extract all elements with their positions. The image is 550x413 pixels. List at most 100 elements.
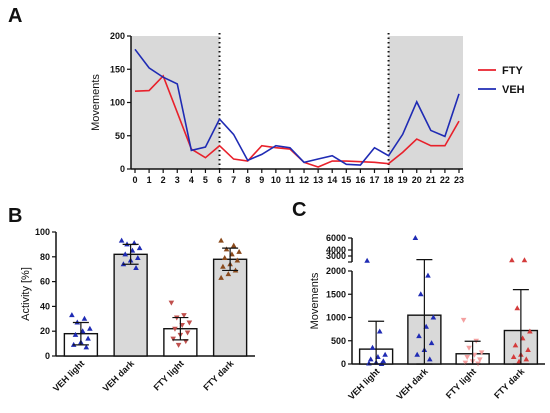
- data-point: [376, 328, 383, 334]
- category-label: VEH light: [346, 366, 381, 401]
- data-point: [369, 344, 376, 350]
- data-point: [416, 333, 422, 339]
- data-point: [464, 355, 471, 361]
- bar-veh-dark: [113, 253, 148, 357]
- x-tick-label: 15: [341, 175, 351, 185]
- panel-b-bar-chart: 0 20 40 60 80 100 Activity [%] VEH light VEH dar…: [20, 227, 255, 394]
- x-tick-label: 12: [299, 175, 309, 185]
- x-tick-label: 13: [313, 175, 323, 185]
- legend-label-veh: VEH: [502, 84, 525, 96]
- data-point: [181, 313, 187, 319]
- shaded-region: [131, 36, 220, 169]
- category-label: FTY dark: [201, 358, 236, 393]
- data-point: [135, 255, 141, 261]
- data-point: [81, 315, 88, 321]
- y-tick-label: 1500: [326, 289, 346, 299]
- data-point: [122, 251, 129, 257]
- x-tick-label: 19: [398, 175, 408, 185]
- data-point: [136, 245, 143, 251]
- x-tick-label: 22: [440, 175, 450, 185]
- data-point: [168, 300, 175, 306]
- data-point: [87, 325, 93, 331]
- x-tick-label: 18: [384, 175, 394, 185]
- data-point: [236, 248, 242, 254]
- x-tick-label: 14: [327, 175, 337, 185]
- data-point: [514, 305, 521, 311]
- data-point: [425, 272, 431, 278]
- data-point: [118, 237, 125, 243]
- data-point: [417, 291, 424, 297]
- y-tick-label: 0: [45, 351, 50, 361]
- data-point: [509, 257, 515, 263]
- data-point: [85, 335, 91, 341]
- y-tick-label: 40: [40, 301, 50, 311]
- data-point: [223, 246, 230, 252]
- y-tick-label: 100: [110, 98, 125, 108]
- x-tick-label: 1: [147, 175, 152, 185]
- y-tick-label: 1000: [326, 313, 346, 323]
- panel-letter-a: A: [8, 5, 22, 27]
- y-tick-label: 2000: [326, 266, 346, 276]
- data-point: [186, 320, 193, 326]
- data-point: [221, 255, 228, 261]
- y-tick-label: 6000: [326, 233, 346, 243]
- x-tick-label: 0: [132, 175, 137, 185]
- y-tick-label: 200: [110, 31, 125, 41]
- y-tick-label: 20: [40, 326, 50, 336]
- data-point: [218, 237, 224, 243]
- data-point: [218, 274, 224, 280]
- y-axis-title: Movements: [90, 74, 102, 131]
- bar-fty-dark: [212, 258, 248, 357]
- category-label: VEH light: [51, 358, 86, 393]
- data-point: [184, 330, 191, 336]
- data-point: [364, 257, 370, 263]
- x-tick-label: 6: [217, 175, 222, 185]
- data-point: [510, 354, 517, 360]
- data-point: [525, 347, 531, 353]
- data-point: [426, 356, 433, 362]
- data-point: [69, 312, 75, 318]
- x-tick-label: 7: [231, 175, 236, 185]
- x-tick-label: 23: [454, 175, 464, 185]
- panel-letter-c: C: [292, 199, 306, 221]
- y-axis-title: Movements: [309, 272, 321, 329]
- y-tick-label: 3000: [326, 251, 346, 261]
- x-tick-label: 17: [369, 175, 379, 185]
- x-tick-label: 8: [245, 175, 250, 185]
- panel-letter-b: B: [8, 205, 22, 227]
- category-label: FTY light: [152, 358, 186, 392]
- data-point: [428, 340, 435, 346]
- data-point: [367, 356, 374, 362]
- series-line-veh: [134, 48, 460, 166]
- data-point: [412, 235, 419, 240]
- x-tick-label: 10: [271, 175, 281, 185]
- data-point: [382, 351, 388, 357]
- y-tick-label: 50: [115, 131, 125, 141]
- category-label: VEH dark: [394, 366, 430, 402]
- data-point: [133, 264, 139, 270]
- data-point: [225, 271, 232, 277]
- data-point: [220, 263, 226, 269]
- y-axis-title: Activity [%]: [20, 267, 32, 321]
- x-tick-label: 4: [189, 175, 194, 185]
- data-point: [430, 314, 437, 320]
- data-point: [175, 342, 182, 348]
- category-label: VEH dark: [101, 358, 137, 394]
- y-tick-label: 100: [35, 227, 50, 237]
- data-point: [230, 242, 237, 248]
- shaded-region: [388, 36, 463, 169]
- x-tick-label: 3: [175, 175, 180, 185]
- data-point: [462, 360, 469, 366]
- data-point: [478, 350, 485, 356]
- data-point: [234, 257, 241, 263]
- y-tick-label: 80: [40, 252, 50, 262]
- data-point: [83, 344, 90, 350]
- data-point: [466, 345, 472, 351]
- x-tick-label: 2: [161, 175, 166, 185]
- x-tick-label: 9: [259, 175, 264, 185]
- data-point: [512, 342, 519, 348]
- x-tick-label: 20: [412, 175, 422, 185]
- y-tick-label: 0: [120, 164, 125, 174]
